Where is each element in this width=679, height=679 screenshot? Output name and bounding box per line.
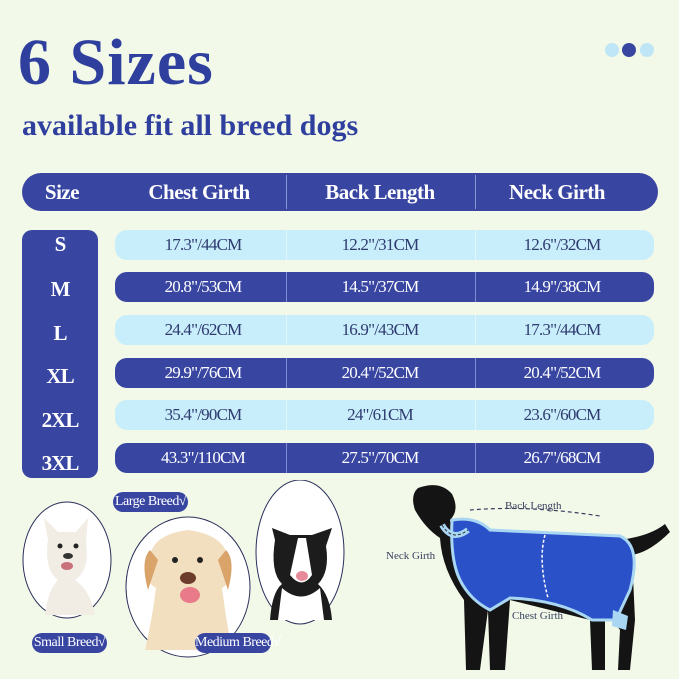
table-row-3xl: 43.3"/110CM 27.5"/70CM 26.7"/68CM	[115, 443, 654, 473]
small-breed-dog-image	[22, 501, 112, 619]
size-label: S	[54, 232, 67, 256]
chest-girth-cell: 29.9"/76CM	[164, 363, 243, 382]
back-length-cell: 16.9"/43CM	[341, 320, 420, 339]
divider	[475, 315, 476, 345]
medium-breed-badge: Medium Breed√	[195, 633, 281, 653]
table-row-s: 17.3"/44CM 12.2"/31CM 12.6"/32CM	[115, 230, 654, 260]
divider	[475, 358, 476, 388]
neck-girth-cell: 20.4"/52CM	[523, 363, 602, 382]
table-row-xl: 29.9"/76CM 20.4"/52CM 20.4"/52CM	[115, 358, 654, 388]
back-length-label: Back Length	[505, 500, 562, 512]
medium-breed-dog-image	[255, 480, 345, 625]
table-row-l: 24.4"/62CM 16.9"/43CM 17.3"/44CM	[115, 315, 654, 345]
divider	[286, 175, 287, 209]
size-label: M	[50, 277, 71, 301]
chest-girth-cell: 24.4"/62CM	[164, 320, 243, 339]
large-breed-dog-image	[125, 516, 251, 658]
chest-girth-cell: 17.3"/44CM	[164, 235, 243, 254]
divider	[475, 230, 476, 260]
black-dog-in-suit-image	[413, 485, 670, 670]
neck-girth-cell: 17.3"/44CM	[523, 320, 602, 339]
page-title: 6 Sizes	[18, 26, 214, 99]
table-row-2xl: 35.4"/90CM 24"/61CM 23.6"/60CM	[115, 400, 654, 430]
size-column: S M L XL 2XL 3XL	[22, 230, 98, 478]
divider	[475, 175, 476, 209]
neck-girth-cell: 26.7"/68CM	[523, 448, 602, 467]
size-label: XL	[46, 364, 74, 388]
dog-measurement-diagram	[413, 485, 670, 670]
small-breed-badge: Small Breed√	[32, 633, 107, 653]
table-header: Size Chest Girth Back Length Neck Girth	[22, 173, 658, 211]
large-breed-badge: Large Breed√	[113, 492, 188, 512]
divider	[286, 315, 287, 345]
header-neck-girth: Neck Girth	[509, 180, 605, 204]
chest-girth-cell: 20.8"/53CM	[164, 277, 243, 296]
divider	[475, 272, 476, 302]
chest-girth-cell: 43.3"/110CM	[161, 448, 246, 467]
size-label: 2XL	[41, 408, 80, 432]
carousel-dot-2-active[interactable]	[622, 43, 636, 57]
header-size: Size	[44, 180, 80, 204]
header-back-length: Back Length	[325, 180, 435, 204]
carousel-dot-3[interactable]	[640, 43, 654, 57]
table-row-m: 20.8"/53CM 14.5"/37CM 14.9"/38CM	[115, 272, 654, 302]
divider	[286, 272, 287, 302]
back-length-cell: 24"/61CM	[347, 405, 414, 424]
header-chest-girth: Chest Girth	[148, 180, 250, 204]
divider	[475, 443, 476, 473]
back-length-cell: 27.5"/70CM	[341, 448, 420, 467]
divider	[286, 443, 287, 473]
back-length-cell: 14.5"/37CM	[341, 277, 420, 296]
divider	[475, 400, 476, 430]
divider	[286, 400, 287, 430]
carousel-dot-1[interactable]	[605, 43, 619, 57]
neck-girth-cell: 12.6"/32CM	[523, 235, 602, 254]
neck-girth-label: Neck Girth	[386, 550, 436, 562]
size-label: L	[53, 321, 67, 345]
size-label: 3XL	[41, 451, 80, 475]
chest-girth-label: Chest Girth	[512, 610, 564, 622]
divider	[286, 358, 287, 388]
neck-girth-cell: 23.6"/60CM	[523, 405, 602, 424]
back-length-cell: 20.4"/52CM	[341, 363, 420, 382]
breed-illustrations	[22, 480, 345, 658]
subtitle: available fit all breed dogs	[22, 109, 359, 142]
neck-girth-cell: 14.9"/38CM	[523, 277, 602, 296]
chest-girth-cell: 35.4"/90CM	[164, 405, 243, 424]
divider	[286, 230, 287, 260]
back-length-cell: 12.2"/31CM	[341, 235, 420, 254]
